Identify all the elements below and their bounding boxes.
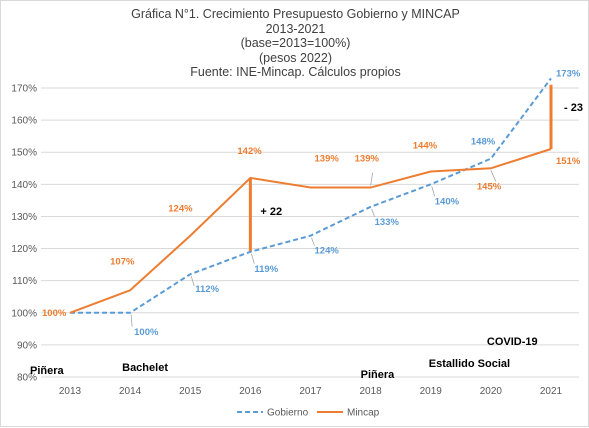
y-tick-label: 170% (11, 84, 37, 95)
x-tick-label: 2016 (239, 386, 262, 397)
gobierno-data-label: 124% (315, 246, 340, 257)
mincap-data-label: 139% (315, 154, 340, 165)
mincap-data-label: 144% (413, 140, 438, 151)
period-label: Estallido Social (429, 358, 510, 370)
y-tick-label: 90% (17, 340, 37, 351)
x-tick-label: 2021 (540, 386, 563, 397)
chart-subtitle-source: Fuente: INE-Mincap. Cálculos propios (190, 65, 401, 80)
x-tick-label: 2014 (119, 386, 142, 397)
mincap-series-line (69, 148, 552, 314)
y-tick-label: 100% (11, 308, 37, 319)
x-tick-label: 2020 (480, 386, 503, 397)
period-label: Bachelet (122, 362, 168, 374)
gobierno-label-leader (371, 208, 375, 217)
chart-subtitle-base: (base=2013=100%) (240, 36, 351, 51)
gobierno-data-label: 133% (375, 217, 400, 228)
mincap-data-label: 107% (110, 256, 135, 267)
mincap-data-label: 142% (237, 146, 262, 157)
y-tick-label: 140% (11, 180, 37, 191)
period-label: Piñera (361, 369, 396, 381)
legend-label-mincap: Mincap (347, 408, 380, 419)
gobierno-label-leader (311, 237, 315, 246)
chart-subtitle-currency: (pesos 2022) (259, 50, 332, 65)
gobierno-data-label: 148% (471, 137, 496, 148)
x-tick-label: 2019 (420, 386, 443, 397)
x-tick-label: 2018 (360, 386, 383, 397)
gobierno-label-leader (431, 186, 436, 197)
y-tick-label: 80% (17, 373, 37, 384)
y-tick-label: 110% (12, 276, 37, 287)
mincap-data-label: 100% (42, 308, 67, 319)
gobierno-data-label: 173% (556, 68, 581, 79)
x-tick-label: 2017 (299, 386, 322, 397)
gobierno-series-line (70, 77, 552, 314)
gobierno-label-leader (250, 253, 255, 264)
x-tick-label: 2013 (59, 386, 82, 397)
chart-title: Gráfica N°1. Crecimiento Presupuesto Gob… (131, 7, 460, 21)
y-tick-label: 120% (11, 244, 37, 255)
period-label: Piñera (30, 365, 65, 377)
y-tick-label: 150% (11, 148, 37, 159)
gobierno-data-label: 100% (134, 327, 159, 338)
gobierno-data-label: 119% (254, 264, 278, 275)
x-tick-label: 2015 (179, 386, 202, 397)
y-tick-label: 130% (11, 212, 37, 223)
gobierno-label-leader (130, 314, 133, 327)
gobierno-data-label: 140% (435, 196, 460, 207)
y-tick-label: 160% (11, 116, 37, 127)
mincap-data-label: 151% (556, 156, 581, 167)
gobierno-data-label: 112% (195, 284, 219, 295)
chart-title-block: Gráfica N°1. Crecimiento Presupuesto Gob… (1, 7, 589, 80)
mincap-data-label: 139% (355, 154, 380, 165)
mincap-label-leader (370, 172, 374, 186)
mincap-data-label: 145% (477, 181, 502, 192)
chart-subtitle-years: 2013-2021 (265, 21, 326, 36)
mincap-label-leader (490, 170, 497, 182)
gap-annotation-label: - 23 (564, 102, 583, 114)
mincap-data-label: 124% (168, 204, 193, 215)
legend-label-gobierno: Gobierno (267, 408, 309, 419)
gap-annotation-label: + 22 (260, 206, 282, 218)
period-label: COVID-19 (487, 336, 538, 348)
gobierno-label-leader (190, 276, 195, 287)
